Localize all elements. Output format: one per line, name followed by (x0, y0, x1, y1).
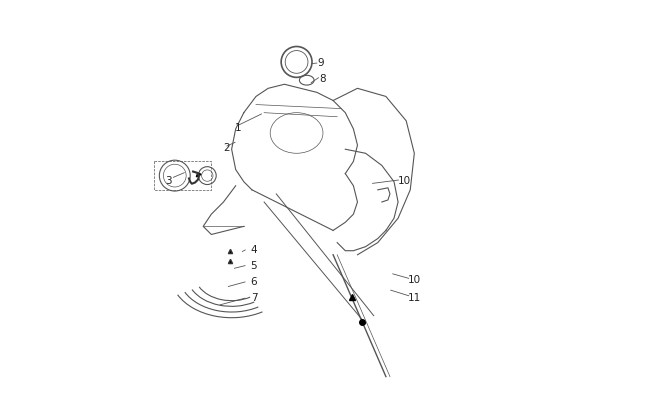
Text: 10: 10 (398, 175, 411, 185)
Text: 1: 1 (235, 123, 241, 132)
Text: 8: 8 (320, 74, 326, 84)
Text: 11: 11 (408, 293, 421, 303)
Text: 5: 5 (251, 260, 257, 270)
Text: 10: 10 (408, 275, 421, 284)
Text: 6: 6 (251, 277, 257, 286)
Text: 3: 3 (165, 175, 172, 185)
Text: 7: 7 (251, 293, 257, 303)
Polygon shape (196, 173, 201, 177)
Text: 4: 4 (251, 244, 257, 254)
Text: 2: 2 (224, 143, 230, 153)
Text: 9: 9 (318, 58, 324, 68)
